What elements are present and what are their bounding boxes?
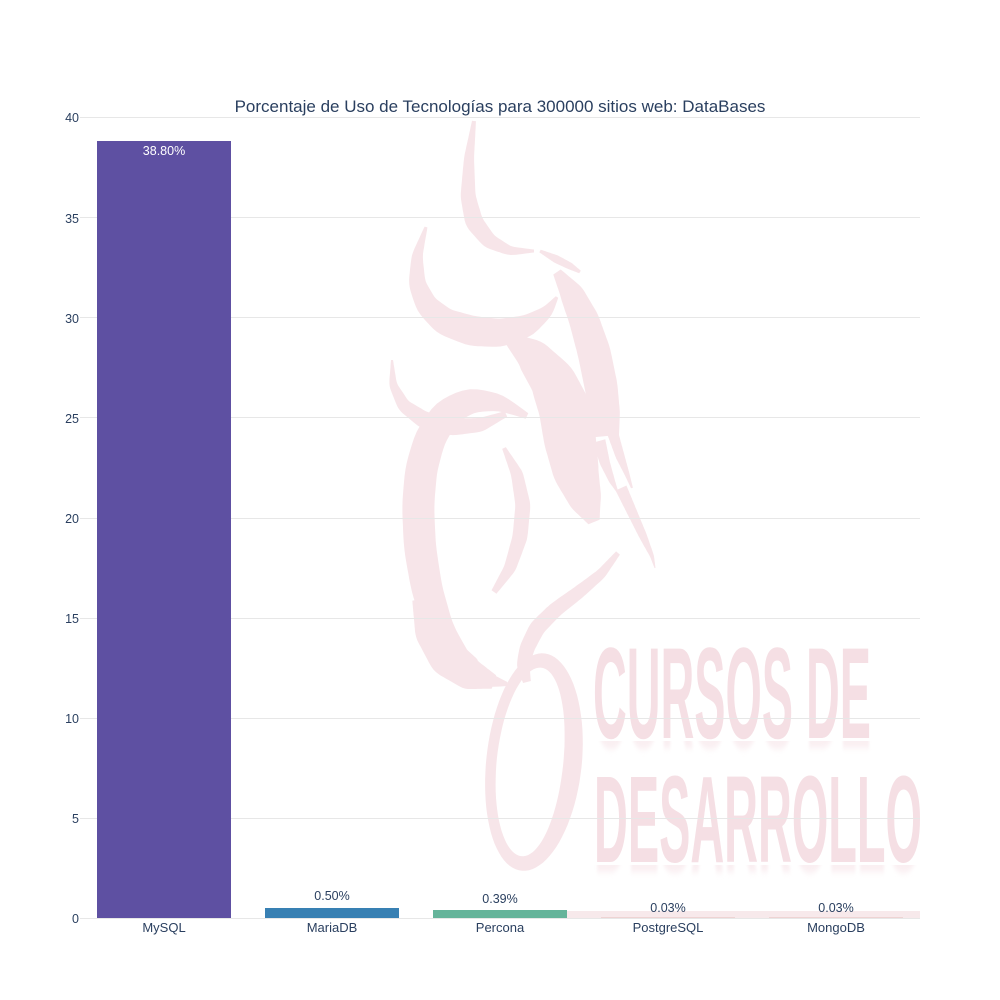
svg-text:DESARROLLO: DESARROLLO [594, 751, 922, 888]
svg-text:CURSOS DE: CURSOS DE [593, 631, 871, 776]
svg-text:CURSOS DE: CURSOS DE [593, 621, 871, 766]
svg-text:DESARROLLO: DESARROLLO [594, 761, 922, 898]
